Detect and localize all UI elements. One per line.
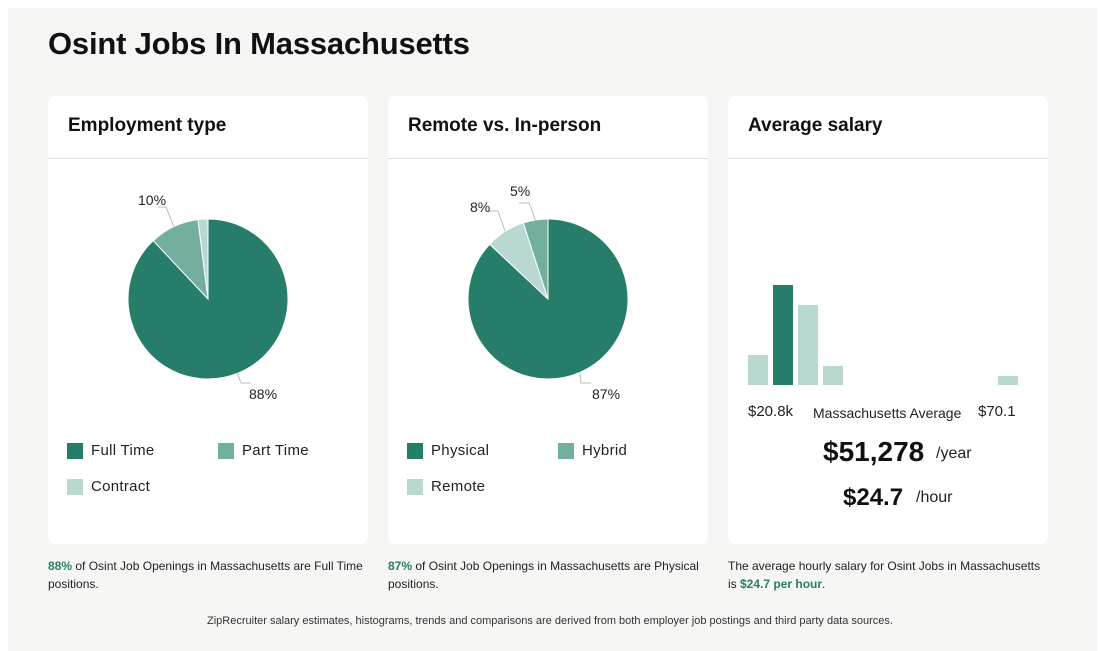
- pie-label-leader: [158, 206, 175, 227]
- histogram-bar: [748, 355, 768, 385]
- histogram-bar: [798, 305, 818, 385]
- average-salary-card: Average salary $20.8k Massachusetts Aver…: [728, 96, 1048, 544]
- remote-vs-in-person-pie: 87% 8% 5%: [467, 183, 629, 402]
- caption-end: .: [822, 577, 826, 591]
- legend-label: Part Time: [242, 442, 309, 459]
- card-divider: [388, 158, 708, 159]
- histogram-bar: [998, 376, 1018, 385]
- pie-percent-label: 10%: [138, 192, 166, 208]
- employment-type-caption: 88% of Osint Job Openings in Massachuset…: [48, 557, 368, 593]
- yearly-salary-unit: /year: [936, 445, 972, 462]
- legend-swatch: [407, 442, 423, 459]
- employment-type-pie: 88% 10%: [127, 192, 289, 402]
- caption-highlight: 88%: [48, 559, 73, 573]
- legend-physical: Physical: [407, 442, 489, 459]
- pie-percent-label: 88%: [249, 386, 277, 402]
- legend-swatch: [67, 442, 83, 459]
- legend-swatch: [407, 478, 423, 495]
- page-title: Osint Jobs In Massachusetts: [48, 26, 470, 61]
- legend-full-time: Full Time: [67, 442, 155, 459]
- pie-label-leader: [579, 372, 591, 384]
- pie-percent-label: 87%: [592, 386, 620, 402]
- legend-swatch: [558, 442, 574, 459]
- salary-average-label: Massachusetts Average: [813, 405, 962, 421]
- hourly-salary-unit: /hour: [916, 489, 953, 506]
- salary-histogram: [748, 285, 1018, 385]
- pie-label-leader: [519, 202, 536, 221]
- legend-label: Physical: [431, 442, 490, 459]
- legend-swatch: [218, 442, 234, 459]
- legend-label: Full Time: [91, 442, 155, 459]
- caption-highlight: 87%: [388, 559, 413, 573]
- pie-percent-label: 5%: [510, 183, 530, 199]
- legend-label: Hybrid: [582, 442, 628, 459]
- employment-type-title: Employment type: [68, 115, 227, 136]
- hourly-salary-value: $24.7: [843, 484, 904, 511]
- legend-contract: Contract: [67, 478, 150, 495]
- legend-swatch: [67, 478, 83, 495]
- histogram-bar-highlight: [773, 285, 793, 385]
- remote-vs-in-person-title: Remote vs. In-person: [408, 115, 602, 136]
- legend-remote: Remote: [407, 478, 485, 495]
- data-source-footnote: ZipRecruiter salary estimates, histogram…: [207, 615, 893, 627]
- histogram-bar: [823, 366, 843, 385]
- caption-text: of Osint Job Openings in Massachusetts a…: [48, 559, 363, 591]
- legend-label: Contract: [91, 478, 151, 495]
- salary-min-label: $20.8k: [748, 403, 794, 420]
- caption-text: of Osint Job Openings in Massachusetts a…: [388, 559, 699, 591]
- caption-text: The average hourly salary for Osint Jobs…: [728, 559, 1041, 591]
- card-divider: [48, 158, 368, 159]
- caption-highlight: $24.7 per hour: [740, 577, 823, 591]
- pie-percent-label: 8%: [470, 199, 490, 215]
- legend-label: Remote: [431, 478, 486, 495]
- salary-max-label: $70.1: [978, 403, 1016, 420]
- pie-slice-contract: [197, 218, 209, 300]
- card-divider: [728, 158, 1048, 159]
- salary-caption: The average hourly salary for Osint Jobs…: [728, 557, 1048, 593]
- average-salary-title: Average salary: [748, 115, 883, 136]
- pie-label-leader: [236, 373, 251, 384]
- legend-part-time: Part Time: [218, 442, 309, 459]
- employment-type-card: Employment type 88% 10% Full Time Part Ti…: [48, 96, 368, 544]
- remote-caption: 87% of Osint Job Openings in Massachuset…: [388, 557, 708, 593]
- yearly-salary-value: $51,278: [823, 436, 925, 467]
- remote-vs-in-person-card: Remote vs. In-person 87% 8% 5% Physical Hy…: [388, 96, 708, 544]
- legend-hybrid: Hybrid: [558, 442, 627, 459]
- pie-label-leader: [488, 210, 506, 232]
